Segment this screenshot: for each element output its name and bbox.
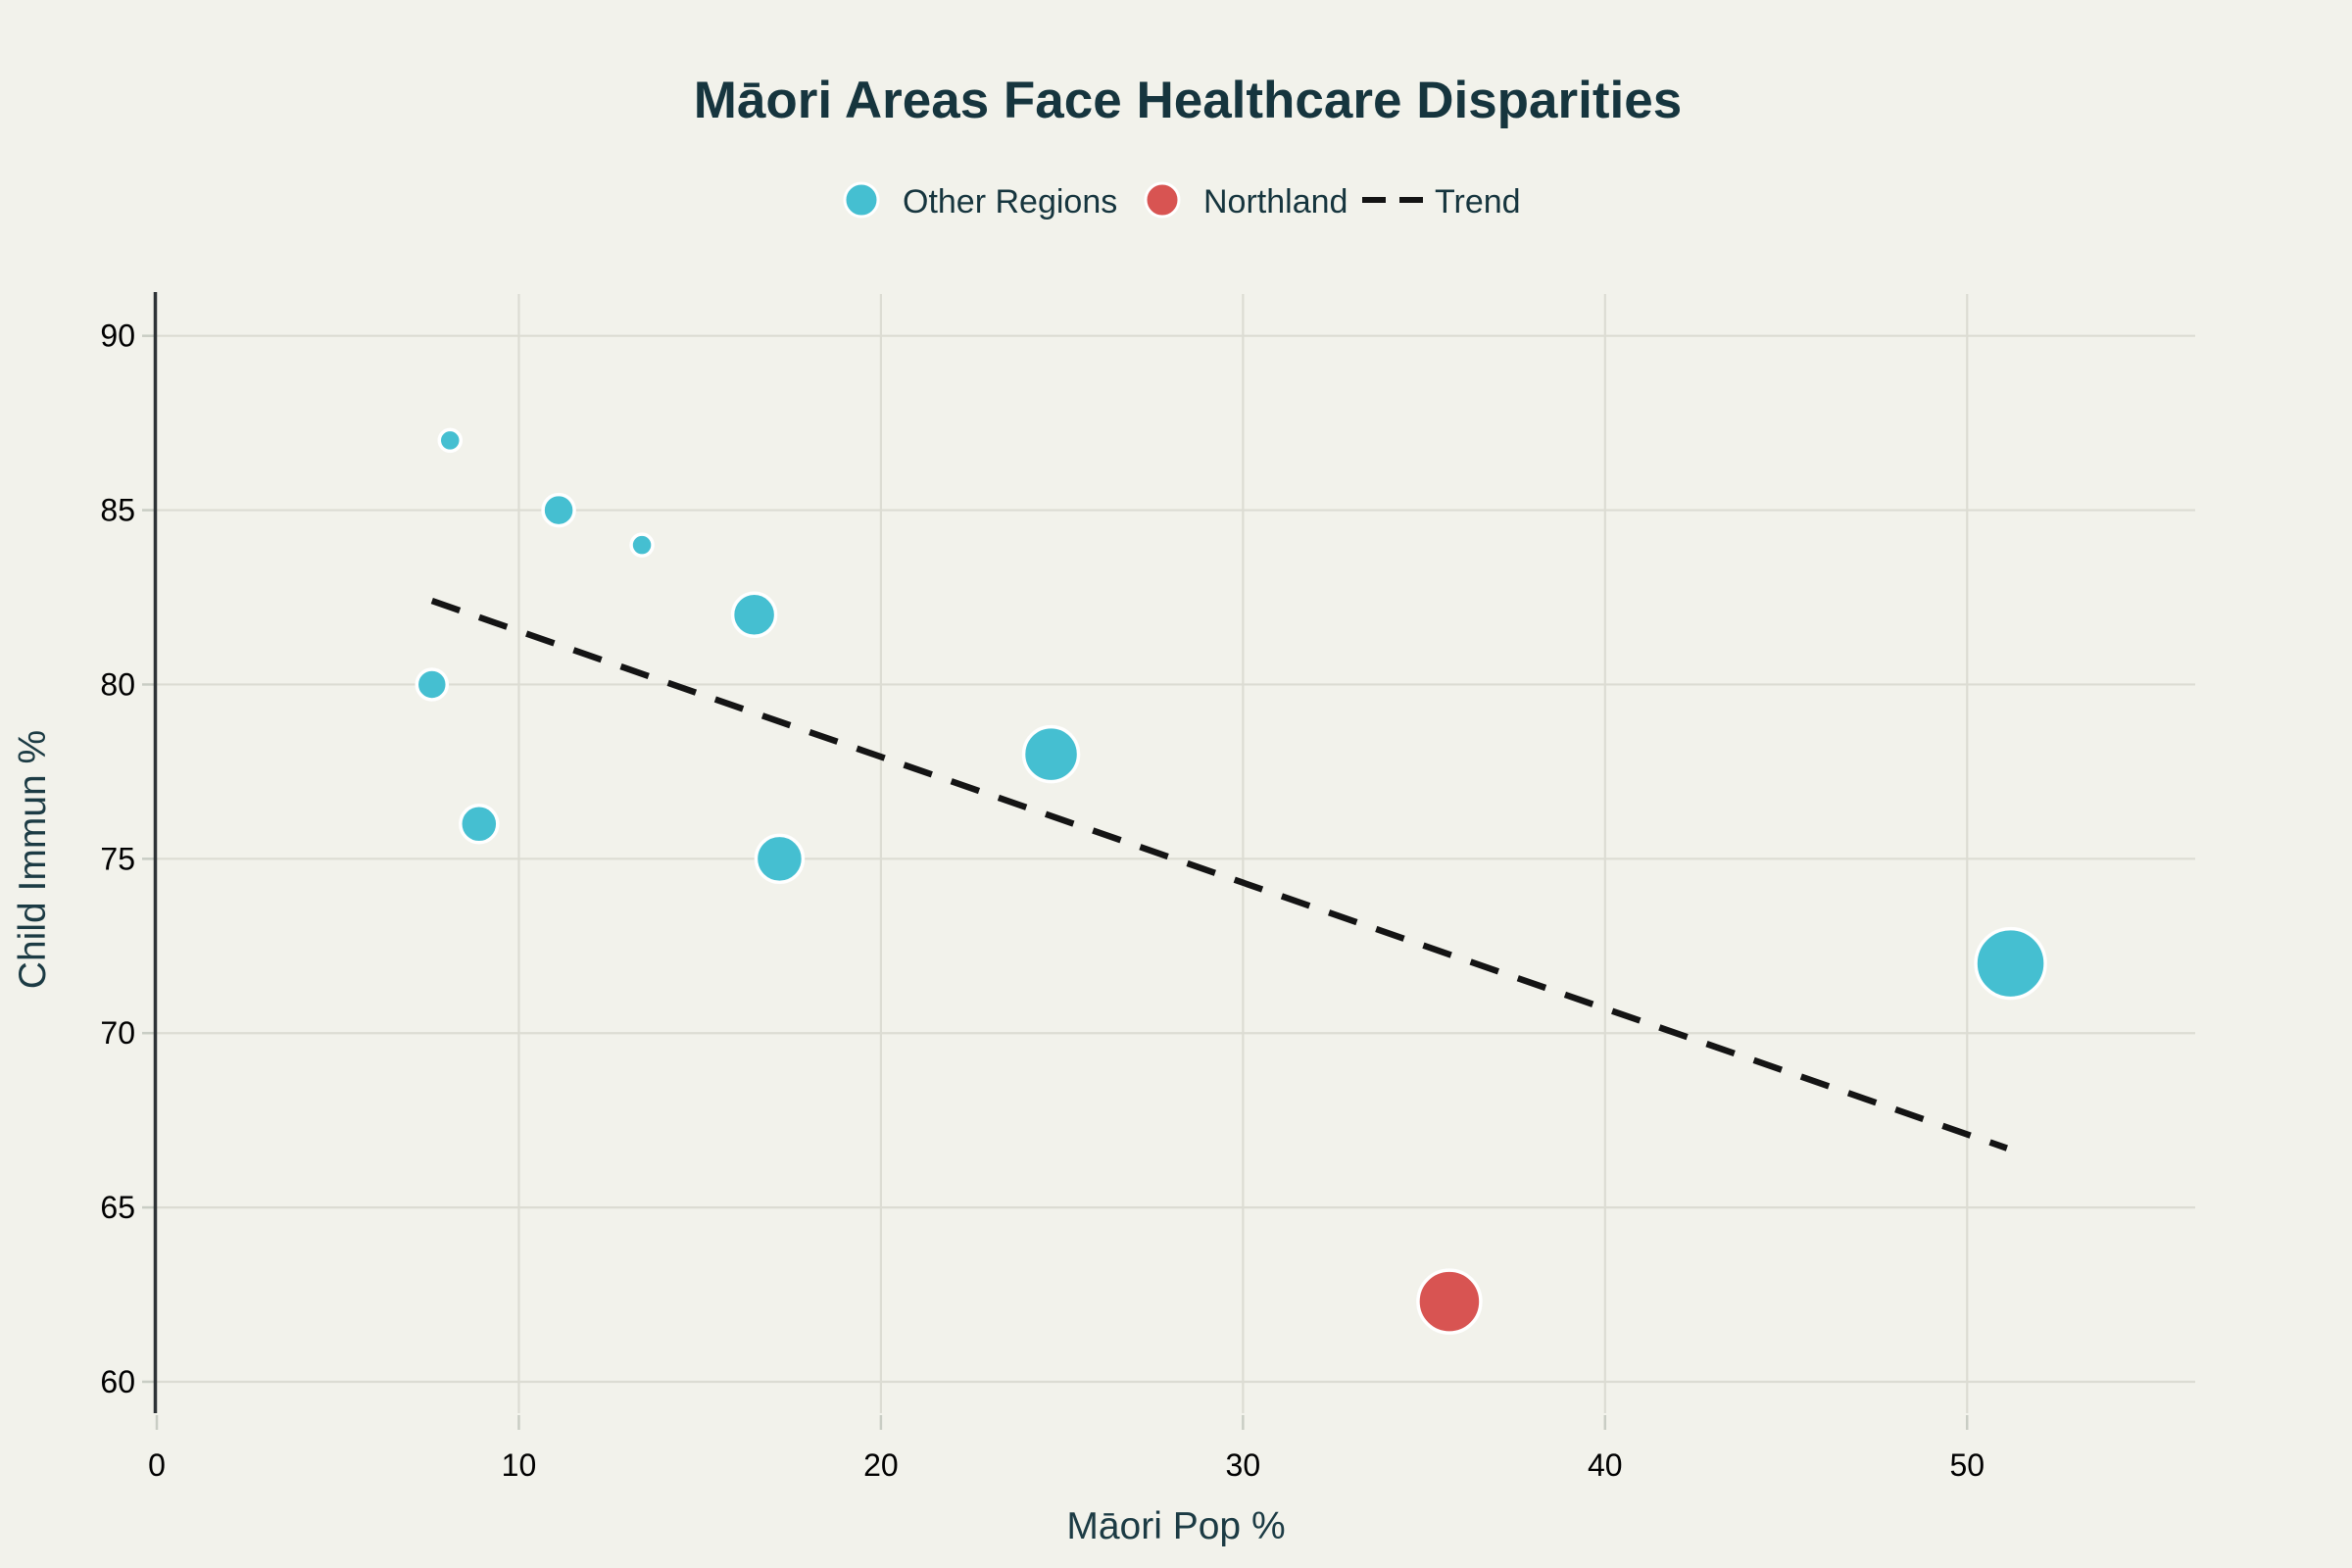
x-axis-title: Māori Pop %: [1066, 1505, 1285, 1547]
scatter-point-northland-0: [1416, 1268, 1483, 1335]
scatter-point-other-regions-1: [541, 492, 576, 528]
chart-title: Māori Areas Face Healthcare Disparities: [694, 72, 1682, 129]
scatter-point-other-regions-0: [437, 427, 464, 454]
data-points: [415, 427, 2047, 1335]
scatter-point-other-regions-4: [415, 667, 450, 702]
x-tick-label-30: 30: [1226, 1447, 1261, 1483]
legend-marker-other-regions-icon: [843, 181, 880, 219]
y-tick-label-60: 60: [100, 1364, 135, 1399]
scatter-point-other-regions-5: [459, 804, 500, 845]
x-tick-label-10: 10: [502, 1447, 537, 1483]
y-tick-label-85: 85: [100, 493, 135, 528]
y-axis-title: Child Immun %: [12, 730, 54, 989]
legend-label-trend: Trend: [1435, 183, 1521, 220]
y-tick-label-65: 65: [100, 1190, 135, 1225]
x-tick-labels: 0 10 20 30 40 50: [148, 1447, 1984, 1483]
trend-line-layer: [430, 598, 2008, 1152]
y-tick-label-70: 70: [100, 1015, 135, 1051]
scatter-point-other-regions-3: [730, 591, 778, 639]
legend-marker-northland-icon: [1144, 181, 1181, 219]
legend-label-other-regions: Other Regions: [903, 183, 1117, 220]
legend: Other Regions Northland Trend: [843, 181, 1521, 220]
scatter-point-other-regions-8: [1974, 926, 2047, 1001]
x-tick-label-20: 20: [863, 1447, 899, 1483]
x-tick-label-50: 50: [1949, 1447, 1984, 1483]
legend-label-northland: Northland: [1203, 183, 1348, 220]
scatter-point-other-regions-2: [629, 532, 655, 558]
x-tick-label-40: 40: [1588, 1447, 1623, 1483]
scatter-point-other-regions-7: [1021, 724, 1081, 784]
x-tick-label-0: 0: [148, 1447, 166, 1483]
y-tick-label-75: 75: [100, 841, 135, 876]
y-tick-labels: 60 65 70 75 80 85 90: [100, 318, 135, 1399]
trend-line: [430, 598, 2008, 1152]
scatter-point-other-regions-6: [754, 833, 806, 885]
axis-ticks: [142, 334, 1969, 1430]
gridlines: [157, 294, 2195, 1413]
y-tick-label-90: 90: [100, 318, 135, 354]
y-tick-label-80: 80: [100, 666, 135, 702]
